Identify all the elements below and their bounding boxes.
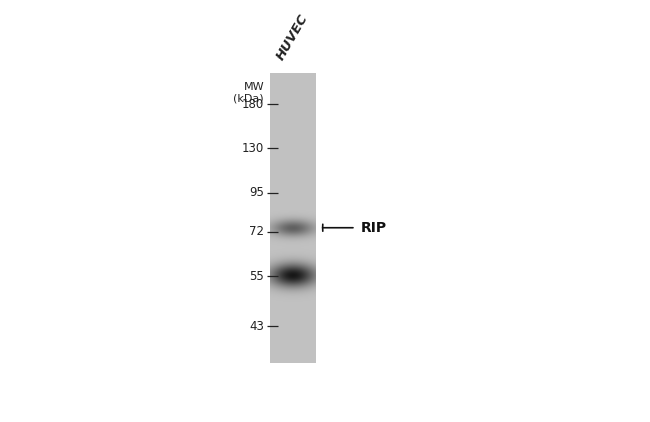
- Text: 95: 95: [249, 187, 264, 200]
- Text: 180: 180: [242, 98, 264, 111]
- Text: 130: 130: [242, 142, 264, 154]
- Text: MW
(kDa): MW (kDa): [233, 81, 264, 103]
- Text: 72: 72: [249, 225, 264, 238]
- Text: RIP: RIP: [361, 221, 387, 235]
- Text: HUVEC: HUVEC: [274, 11, 311, 62]
- Text: 43: 43: [249, 320, 264, 333]
- Text: 55: 55: [250, 270, 264, 283]
